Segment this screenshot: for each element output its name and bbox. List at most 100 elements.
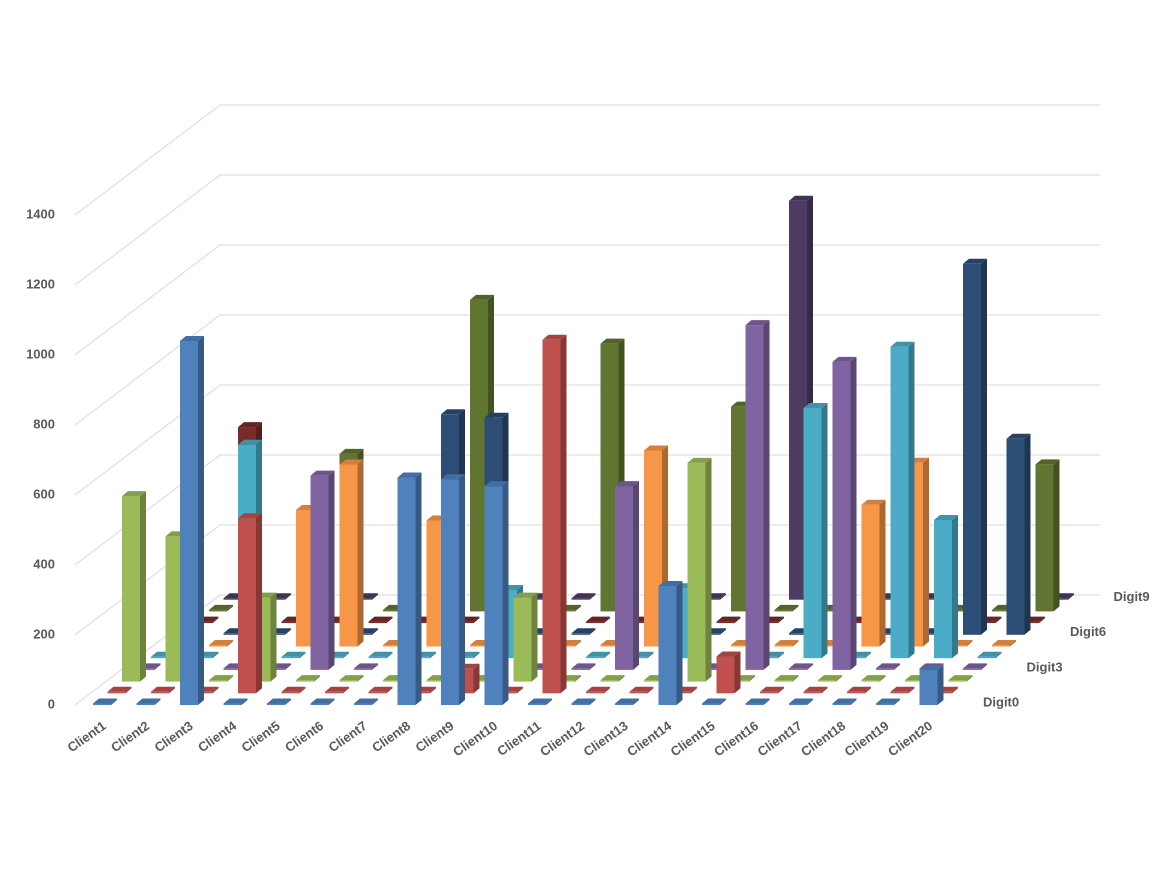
x-tick-label: Client15 [668,718,718,759]
bar-top [629,686,654,692]
bar-side [415,472,422,705]
x-tick-label: Client20 [885,718,935,759]
x-tick-label: Client17 [755,718,805,759]
grid-line [74,174,1100,286]
bar-side [227,640,233,647]
bar-top [977,651,1002,657]
bar-front [992,609,1010,612]
bar [963,663,987,670]
y-tick-label: 1400 [26,206,55,221]
y-tick-label: 1200 [26,276,55,291]
bar-side [763,698,770,705]
bar [600,675,625,682]
bar-side [154,698,161,705]
bar [571,593,596,600]
bar [847,686,871,694]
bar-front [687,462,706,682]
bar-top [267,698,291,704]
bar-side [372,698,378,705]
bar-top [818,675,842,681]
bar-front [513,597,532,682]
bar [963,258,987,635]
bar [803,402,828,659]
bar-front [470,645,488,647]
bar-top [571,663,596,669]
bar [716,651,741,694]
bar-top [615,481,639,487]
bar-front [644,450,662,647]
bar [296,675,320,682]
y-tick-label: 400 [33,556,55,571]
bar-front [484,486,503,705]
bar-top [209,675,233,681]
bar-side [372,628,378,635]
bar-front [702,703,720,705]
y-tick-label: 0 [48,696,55,711]
bar-top [644,445,668,451]
bar-side [430,651,436,659]
bar-top [571,593,596,599]
bar [368,651,393,659]
bar-top [890,686,915,692]
bar [122,491,146,682]
bar-side [386,686,393,694]
bar-front [731,406,749,612]
bar-front [789,633,807,635]
bar-side [792,640,799,647]
bar-front [383,609,401,612]
bar-top [223,698,248,704]
bar-front [281,656,300,659]
x-tick-label: Client7 [326,718,370,755]
bar [151,686,175,694]
bar-front [281,621,300,624]
bar-side [531,592,538,682]
bar [586,651,610,659]
bar-side [647,686,654,694]
bar-side [995,651,1002,659]
bar-top [281,686,306,692]
bar-top [615,698,639,704]
grid-line [74,384,1100,496]
x-tick-label: Client18 [798,718,848,759]
bar-side [705,457,712,682]
bar-front [963,668,981,670]
bar-front [600,680,619,682]
bar-side [676,581,683,705]
bar-side [1039,616,1045,624]
bar-side [879,675,886,682]
bar-side [952,686,958,694]
bar-side [473,663,480,694]
bar-top [586,651,610,657]
bar-top [528,698,552,704]
bar-front [803,691,822,694]
grid-line [74,104,1100,216]
bar-front [528,703,546,705]
bar-side [952,514,958,659]
bar-top [1035,459,1060,465]
bar-side [357,675,364,682]
x-tick-label: Client6 [282,718,326,755]
bar-side [691,686,697,694]
bar [615,481,639,670]
bar-front [774,680,793,682]
bar-side [821,402,828,659]
bar-top [803,686,828,692]
bar-top [745,698,770,704]
bar-side [647,651,654,659]
bar-front [745,325,764,670]
bar-top [122,491,146,497]
bar [354,698,378,705]
bar-side [633,698,639,705]
bar [615,698,639,705]
bar [586,686,610,694]
bar-front [180,341,198,705]
bar [354,663,378,670]
bar [209,640,233,647]
bar-front [223,633,242,635]
bar-side [212,616,219,624]
bar-side [1024,433,1031,635]
depth-label: Digit9 [1114,589,1150,604]
bar-front [571,703,590,705]
bar-top [484,481,509,487]
